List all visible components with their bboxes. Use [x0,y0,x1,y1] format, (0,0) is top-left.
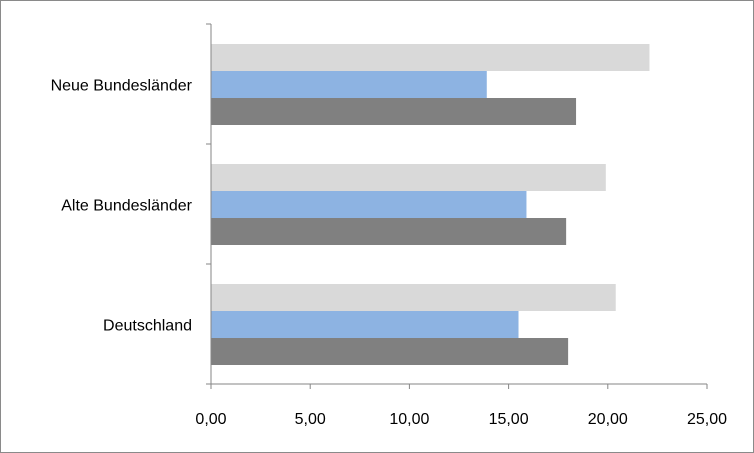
x-tick-label: 5,00 [295,411,326,428]
x-tick-label: 25,00 [687,411,727,428]
category-label: Alte Bundesländer [61,198,192,215]
x-tick-label: 10,00 [389,411,429,428]
bar-alte-bundesl-nder-series-3 [211,218,567,245]
axes-layer [206,23,708,389]
bar-deutschland-series-3 [211,338,569,365]
bar-deutschland-series-1 [211,284,616,311]
bar-alte-bundesl-nder-series-1 [211,164,606,191]
category-label: Neue Bundesländer [51,78,193,95]
bar-deutschland-series-2 [211,311,519,338]
x-tick-label: 15,00 [489,411,529,428]
labels-layer: Neue Bundesländer Alte Bundesländer Deutsc… [51,78,728,429]
category-label: Deutschland [103,318,192,335]
bar-alte-bundesl-nder-series-2 [211,191,527,218]
bars-layer [211,44,650,365]
bar-neue-bundesl-nder-series-2 [211,71,487,98]
x-tick-label: 0,00 [195,411,226,428]
bar-neue-bundesl-nder-series-1 [211,44,650,71]
bar-neue-bundesl-nder-series-3 [211,98,577,125]
x-tick-label: 20,00 [588,411,628,428]
